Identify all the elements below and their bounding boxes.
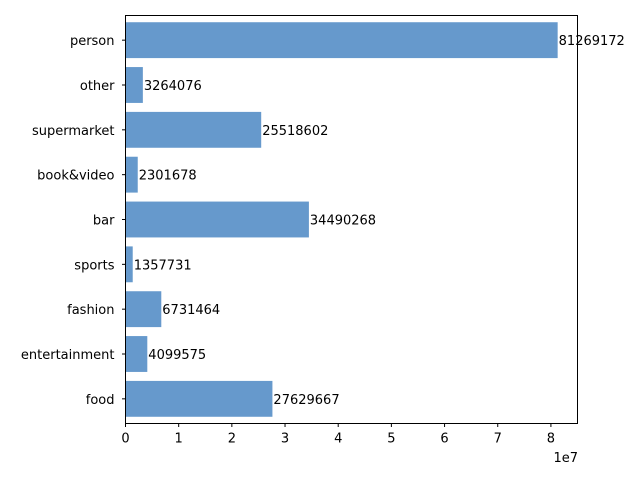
bar-book-video	[125, 156, 138, 193]
y-tick-label: bar	[93, 214, 115, 229]
bar-person	[125, 22, 558, 59]
x-tick-label: 4	[334, 432, 342, 447]
data-label: 4099575	[148, 348, 206, 363]
data-label: 81269172	[559, 34, 625, 49]
y-tick-label: supermarket	[32, 124, 115, 139]
y-axis: person other supermarket book&video bar sport…	[21, 34, 126, 408]
bars-layer	[125, 22, 558, 417]
x-axis-offset-label: 1e7	[553, 451, 578, 466]
y-tick-label: food	[86, 393, 115, 408]
data-labels-layer: 81269172 3264076 25518602 2301678 34490268 13…	[134, 34, 625, 408]
x-tick-label: 5	[387, 432, 395, 447]
x-tick-label: 1	[175, 432, 183, 447]
data-label: 25518602	[262, 124, 328, 139]
data-label: 3264076	[144, 79, 202, 94]
x-tick-label: 2	[228, 432, 236, 447]
y-tick-label: fashion	[67, 303, 114, 318]
bar-entertainment	[125, 336, 148, 372]
bar-supermarket	[125, 111, 262, 148]
y-tick-label: book&video	[37, 169, 114, 184]
data-label: 2301678	[139, 169, 197, 184]
data-label: 1357731	[134, 258, 192, 273]
plot-frame	[125, 15, 578, 424]
x-tick-label: 8	[547, 432, 555, 447]
bar-bar	[125, 201, 309, 238]
data-label: 6731464	[162, 303, 220, 318]
x-tick-label: 0	[121, 432, 129, 447]
y-tick-label: entertainment	[21, 348, 115, 363]
x-axis: 0 1 2 3 4 5 6 7 8	[121, 423, 555, 447]
bar-other	[125, 67, 143, 103]
bar-sports	[125, 246, 133, 283]
y-tick-label: other	[80, 79, 115, 94]
bar-food	[125, 380, 273, 417]
x-tick-label: 3	[281, 432, 289, 447]
y-tick-label: sports	[74, 258, 114, 273]
y-tick-label: person	[70, 34, 115, 49]
bar-fashion	[125, 291, 162, 328]
data-label: 34490268	[310, 214, 376, 229]
x-tick-label: 7	[494, 432, 502, 447]
x-tick-label: 6	[440, 432, 448, 447]
data-label: 27629667	[273, 393, 339, 408]
